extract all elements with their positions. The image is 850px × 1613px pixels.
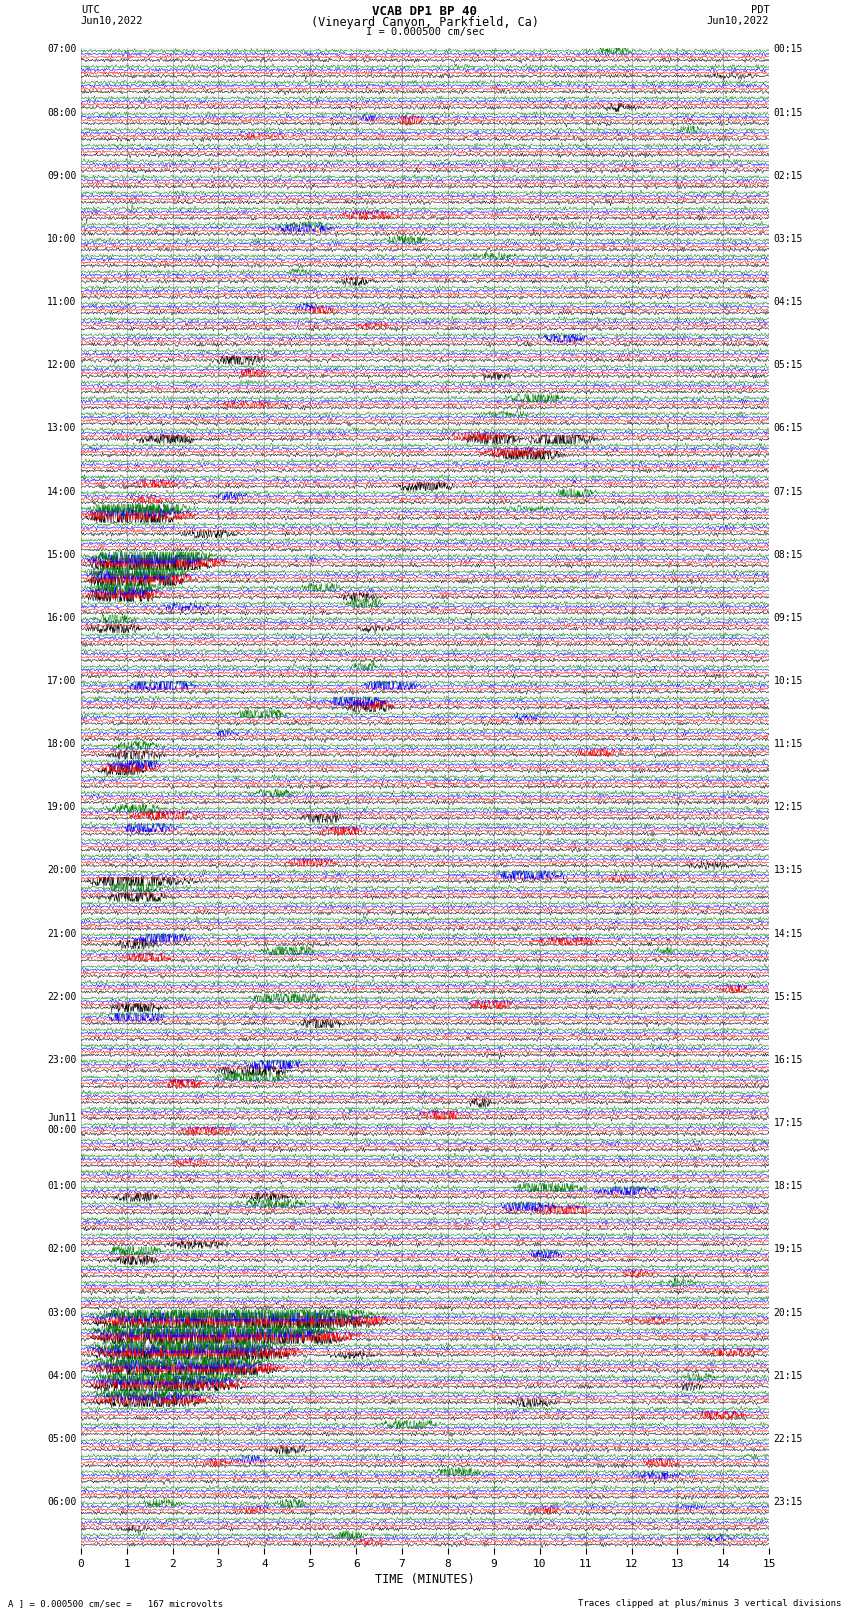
Text: UTC: UTC — [81, 5, 99, 15]
Text: VCAB DP1 BP 40: VCAB DP1 BP 40 — [372, 5, 478, 18]
Text: I = 0.000500 cm/sec: I = 0.000500 cm/sec — [366, 27, 484, 37]
Text: Jun10,2022: Jun10,2022 — [706, 16, 769, 26]
Text: A ] = 0.000500 cm/sec =   167 microvolts: A ] = 0.000500 cm/sec = 167 microvolts — [8, 1598, 224, 1608]
Text: Traces clipped at plus/minus 3 vertical divisions: Traces clipped at plus/minus 3 vertical … — [578, 1598, 842, 1608]
X-axis label: TIME (MINUTES): TIME (MINUTES) — [375, 1573, 475, 1586]
Text: Jun10,2022: Jun10,2022 — [81, 16, 144, 26]
Text: (Vineyard Canyon, Parkfield, Ca): (Vineyard Canyon, Parkfield, Ca) — [311, 16, 539, 29]
Text: PDT: PDT — [751, 5, 769, 15]
